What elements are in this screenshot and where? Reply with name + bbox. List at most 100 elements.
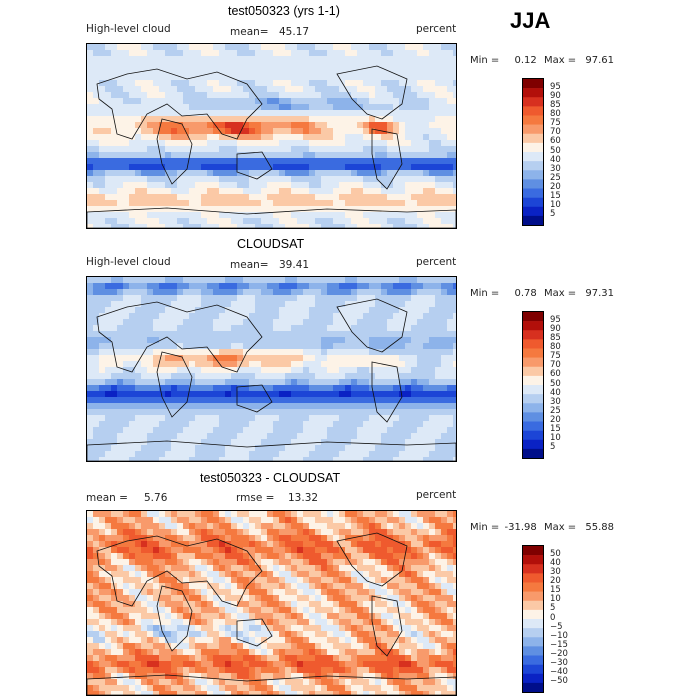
heatmap-cell — [321, 295, 328, 302]
heatmap-cell — [117, 152, 124, 159]
heatmap-cell — [141, 176, 148, 183]
heatmap-cell — [447, 301, 454, 308]
heatmap-cell — [453, 583, 456, 590]
heatmap-cell — [345, 56, 352, 63]
heatmap-cell — [363, 80, 370, 87]
heatmap-cell — [369, 92, 376, 99]
heatmap-cell — [327, 68, 334, 75]
heatmap-cell — [321, 200, 328, 207]
heatmap-cell — [321, 445, 328, 452]
heatmap-cell — [159, 325, 166, 332]
heatmap-cell — [435, 277, 442, 284]
heatmap-cell — [423, 457, 430, 461]
heatmap-cell — [375, 355, 382, 362]
heatmap-cell — [381, 451, 388, 458]
heatmap-cell — [357, 415, 364, 422]
heatmap-cell — [231, 325, 238, 332]
heatmap-cell — [285, 547, 292, 554]
heatmap-cell — [207, 146, 214, 153]
heatmap-cell — [357, 421, 364, 428]
heatmap-cell — [333, 457, 340, 461]
heatmap-cell — [375, 433, 382, 440]
heatmap-cell — [321, 68, 328, 75]
heatmap-cell — [447, 343, 454, 350]
heatmap-cell — [315, 367, 322, 374]
colorbar-level-label: 15 — [550, 191, 561, 202]
heatmap-cell — [195, 62, 202, 69]
heatmap-cell — [201, 547, 208, 554]
heatmap-cell — [291, 62, 298, 69]
heatmap-cell — [231, 104, 238, 111]
heatmap-cell — [153, 128, 160, 135]
heatmap-cell — [333, 583, 340, 590]
heatmap-cell — [183, 80, 190, 87]
heatmap-cell — [399, 110, 406, 117]
heatmap-cell — [447, 152, 454, 159]
heatmap-cell — [309, 427, 316, 434]
heatmap-cell — [237, 313, 244, 320]
heatmap-cell — [453, 355, 456, 362]
heatmap-cell — [393, 283, 400, 290]
heatmap-cell — [195, 224, 202, 228]
heatmap-cell — [129, 577, 136, 584]
heatmap-cell — [243, 601, 250, 608]
heatmap-cell — [249, 134, 256, 141]
heatmap-cell — [327, 277, 334, 284]
heatmap-cell — [105, 361, 112, 368]
heatmap-cell — [117, 98, 124, 105]
heatmap-cell — [423, 224, 430, 228]
heatmap-cell — [231, 523, 238, 530]
heatmap-cell — [249, 206, 256, 213]
heatmap-cell — [291, 379, 298, 386]
heatmap-cell — [399, 403, 406, 410]
heatmap-cell — [417, 409, 424, 416]
heatmap-cell — [273, 547, 280, 554]
heatmap-cell — [453, 164, 456, 171]
coastline — [96, 68, 263, 140]
heatmap-cell — [393, 451, 400, 458]
heatmap-cell — [273, 361, 280, 368]
heatmap-cell — [441, 158, 448, 165]
heatmap-cell — [147, 529, 154, 536]
heatmap-cell — [99, 176, 106, 183]
heatmap-cell — [267, 595, 274, 602]
heatmap-cell — [183, 188, 190, 195]
heatmap-cell — [243, 80, 250, 87]
heatmap-cell — [231, 397, 238, 404]
heatmap-cell — [237, 176, 244, 183]
heatmap-cell — [417, 194, 424, 201]
colorbar-level-label: 50 — [550, 378, 561, 389]
heatmap-cell — [387, 313, 394, 320]
heatmap-cell — [357, 319, 364, 326]
heatmap-cell — [297, 116, 304, 123]
heatmap-cell — [99, 80, 106, 87]
heatmap-cell — [339, 170, 346, 177]
heatmap-cell — [135, 295, 142, 302]
heatmap-cell — [165, 194, 172, 201]
heatmap-cell — [399, 152, 406, 159]
heatmap-cell — [111, 206, 118, 213]
heatmap-cell — [207, 385, 214, 392]
variable-label: High-level cloud — [86, 256, 171, 268]
heatmap-cell — [363, 128, 370, 135]
heatmap-cell — [279, 80, 286, 87]
heatmap-cell — [387, 224, 394, 228]
heatmap-cell — [411, 134, 418, 141]
heatmap-cell — [411, 110, 418, 117]
heatmap-cell — [261, 206, 268, 213]
heatmap-cell — [201, 445, 208, 452]
heatmap-cell — [213, 343, 220, 350]
heatmap-cell — [111, 547, 118, 554]
heatmap-cell — [357, 86, 364, 93]
heatmap-cell — [105, 224, 112, 228]
heatmap-cell — [153, 212, 160, 219]
heatmap-cell — [405, 343, 412, 350]
heatmap-cell — [321, 343, 328, 350]
heatmap-cell — [381, 529, 388, 536]
heatmap-cell — [129, 182, 136, 189]
heatmap-cell — [153, 110, 160, 117]
heatmap-cell — [189, 325, 196, 332]
heatmap-cell — [429, 445, 436, 452]
heatmap-cell — [213, 56, 220, 63]
heatmap-cell — [321, 182, 328, 189]
